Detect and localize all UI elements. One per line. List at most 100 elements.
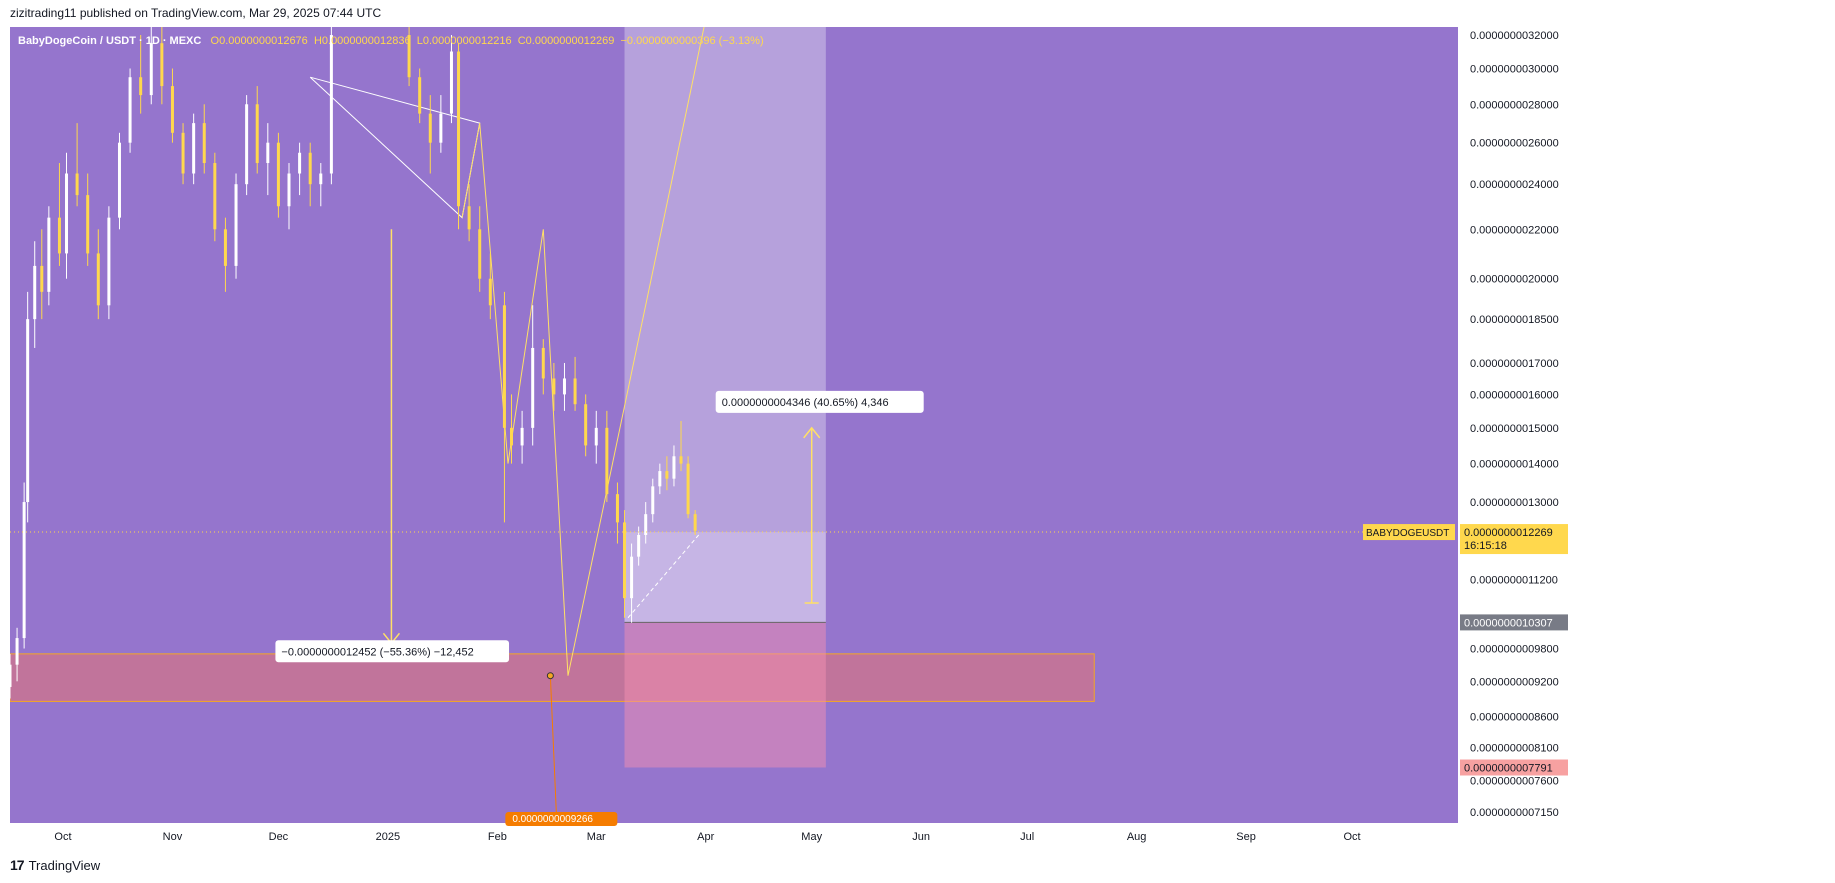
measure-label-box	[275, 640, 510, 663]
candle-body	[502, 305, 506, 428]
low-label: L	[416, 35, 423, 47]
candle-body	[541, 347, 545, 379]
open-value: 0.0000000012676	[219, 35, 308, 47]
candle-body	[573, 378, 577, 405]
measure-arrow-head	[803, 426, 821, 439]
candle-body	[170, 86, 174, 133]
candle-body	[57, 217, 61, 254]
candle-body	[234, 184, 238, 266]
marker-dot	[546, 672, 554, 680]
chart-frame: 0.0000000004346 (40.65%) 4,346 −0.0000000…	[10, 27, 1825, 847]
candle-body	[488, 278, 492, 306]
candle-body	[223, 229, 227, 266]
close-label: C	[517, 35, 526, 47]
candle-body	[47, 217, 51, 292]
x-tick-label: May	[801, 831, 822, 843]
candle-body	[428, 113, 432, 143]
y-tick-label: 0.0000000028000	[1470, 99, 1559, 111]
candle-body	[510, 427, 514, 446]
footer-brand[interactable]: 17 TradingView	[10, 857, 100, 873]
y-tick-label: 0.0000000008600	[1470, 711, 1559, 723]
x-tick-label: Jun	[912, 831, 930, 843]
candle-body	[552, 378, 556, 395]
candle-body	[26, 319, 30, 503]
symbol-badge-label: BABYDOGEUSDT	[1366, 528, 1449, 539]
candle-body	[245, 104, 249, 185]
candle-body	[584, 404, 588, 446]
low-value: 0.0000000012216	[422, 35, 512, 47]
candle-body	[520, 427, 524, 446]
candle-body	[117, 142, 121, 218]
candle-body	[329, 35, 333, 174]
candle-body	[407, 35, 411, 78]
measure-label: 0.0000000004346 (40.65%) 4,346	[722, 397, 889, 409]
x-tick-label: Feb	[488, 831, 507, 843]
y-tick-label: 0.0000000030000	[1470, 63, 1559, 75]
x-tick-label: Mar	[587, 831, 606, 843]
candle-body	[457, 51, 461, 207]
high-value: 0.0000000012836	[321, 35, 411, 47]
marker-line	[549, 675, 557, 814]
x-tick-label: Nov	[163, 831, 183, 843]
candle-body	[22, 502, 26, 639]
candle-body	[679, 456, 683, 464]
y-tick-label: 0.0000000013000	[1470, 497, 1559, 509]
open-label: O	[210, 35, 220, 47]
candle-body	[630, 556, 634, 599]
y-tick-label: 0.0000000008100	[1470, 742, 1559, 754]
stop-badge-label: 0.0000000007791	[1464, 762, 1553, 774]
high-label: H	[313, 35, 322, 47]
y-tick-label: 0.0000000017000	[1470, 358, 1559, 370]
countdown-label: 16:15:18	[1464, 540, 1507, 552]
y-tick-label: 0.0000000009800	[1470, 644, 1559, 656]
candle-body	[287, 173, 291, 207]
candle-body	[615, 494, 619, 523]
x-tick-label: Oct	[1343, 831, 1360, 843]
current-price-badge	[1460, 524, 1568, 555]
y-tick-label: 0.0000000018500	[1470, 314, 1559, 326]
y-tick-label: 0.0000000015000	[1470, 423, 1559, 435]
y-tick-label: 0.0000000009200	[1470, 676, 1559, 688]
candle-body	[439, 113, 443, 143]
long-position-stop-zone	[624, 622, 826, 768]
candle-body	[65, 173, 69, 254]
x-tick-label: Sep	[1236, 831, 1256, 843]
symbol-badge	[1363, 524, 1455, 541]
candle-body	[665, 471, 669, 479]
symbol-legend: BabyDogeCoin / USDT · 1D · MEXC O0.00000…	[18, 35, 764, 47]
chart-svg[interactable]: 0.0000000004346 (40.65%) 4,346 −0.0000000…	[10, 27, 1825, 847]
candle-body	[266, 142, 270, 164]
pattern-line	[461, 27, 705, 676]
candle-body	[686, 463, 690, 515]
candle-body	[181, 132, 185, 174]
footer-brand-label: TradingView	[28, 857, 101, 873]
candle-body	[467, 206, 471, 230]
candle-body	[107, 217, 111, 306]
y-tick-label: 0.0000000007150	[1470, 807, 1559, 819]
candle-body	[40, 265, 44, 292]
candle-body	[319, 173, 323, 185]
candle-body	[658, 471, 662, 487]
measure-label-box	[715, 390, 924, 413]
y-tick-label: 0.0000000016000	[1470, 389, 1559, 401]
candle-body	[10, 664, 12, 687]
candle-body	[693, 514, 697, 531]
x-tick-label: Jul	[1020, 831, 1034, 843]
stop-badge	[1460, 759, 1568, 776]
y-tick-label: 0.0000000014000	[1470, 459, 1559, 471]
candle-body	[562, 378, 566, 395]
symbol-name: BabyDogeCoin / USDT · 1D · MEXC	[18, 35, 202, 47]
candle-body	[418, 77, 422, 114]
candle-body	[15, 638, 19, 665]
y-tick-label: 0.0000000011200	[1470, 574, 1558, 586]
y-tick-label: 0.0000000022000	[1470, 224, 1559, 236]
candle-body	[202, 123, 206, 164]
candle-body	[160, 43, 164, 87]
x-tick-label: Oct	[54, 831, 71, 843]
candle-body	[33, 265, 37, 320]
y-tick-label: 0.0000000024000	[1470, 179, 1559, 191]
chart-plot[interactable]: 0.0000000004346 (40.65%) 4,346 −0.0000000…	[10, 27, 1825, 847]
y-tick-label: 0.0000000026000	[1470, 138, 1559, 150]
candle-body	[531, 347, 535, 428]
candle-body	[139, 77, 143, 96]
